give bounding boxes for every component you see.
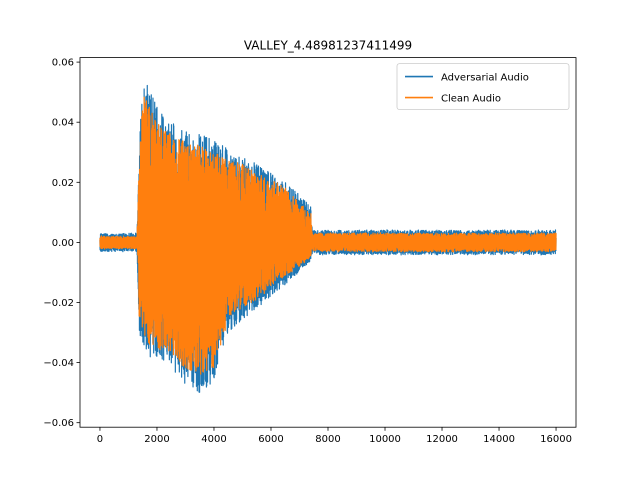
x-tick-label: 6000 [258, 434, 283, 445]
x-tick-label: 4000 [201, 434, 226, 445]
y-tick-label: −0.02 [43, 298, 74, 309]
legend-box [396, 63, 570, 110]
plot-area [79, 57, 577, 428]
legend: Adversarial Audio Clean Audio [396, 63, 570, 110]
y-tick-label: 0.06 [52, 58, 74, 69]
x-tick-label: 0 [97, 434, 103, 445]
y-tick-label: 0.00 [52, 238, 74, 249]
y-axis: −0.06 −0.04 −0.02 0.00 0.02 0.04 0.06 [43, 58, 80, 429]
y-tick-label: 0.04 [52, 118, 74, 129]
x-tick-label: 8000 [315, 434, 340, 445]
y-tick-label: −0.04 [43, 358, 74, 369]
series-line-1 [99, 96, 557, 375]
chart-title: VALLEY_4.48981237411499 [244, 39, 412, 53]
legend-label: Clean Audio [441, 94, 501, 105]
series-layer [99, 84, 557, 393]
x-tick-label: 10000 [369, 434, 401, 445]
y-tick-label: −0.06 [43, 418, 74, 429]
x-tick-label: 12000 [426, 434, 458, 445]
x-tick-label: 2000 [144, 434, 169, 445]
legend-label: Adversarial Audio [441, 73, 529, 84]
x-tick-label: 16000 [540, 434, 572, 445]
x-tick-label: 14000 [483, 434, 515, 445]
x-axis: 0 2000 4000 6000 8000 10000 12000 14000 16000 [97, 427, 572, 445]
y-tick-label: 0.02 [52, 178, 74, 189]
